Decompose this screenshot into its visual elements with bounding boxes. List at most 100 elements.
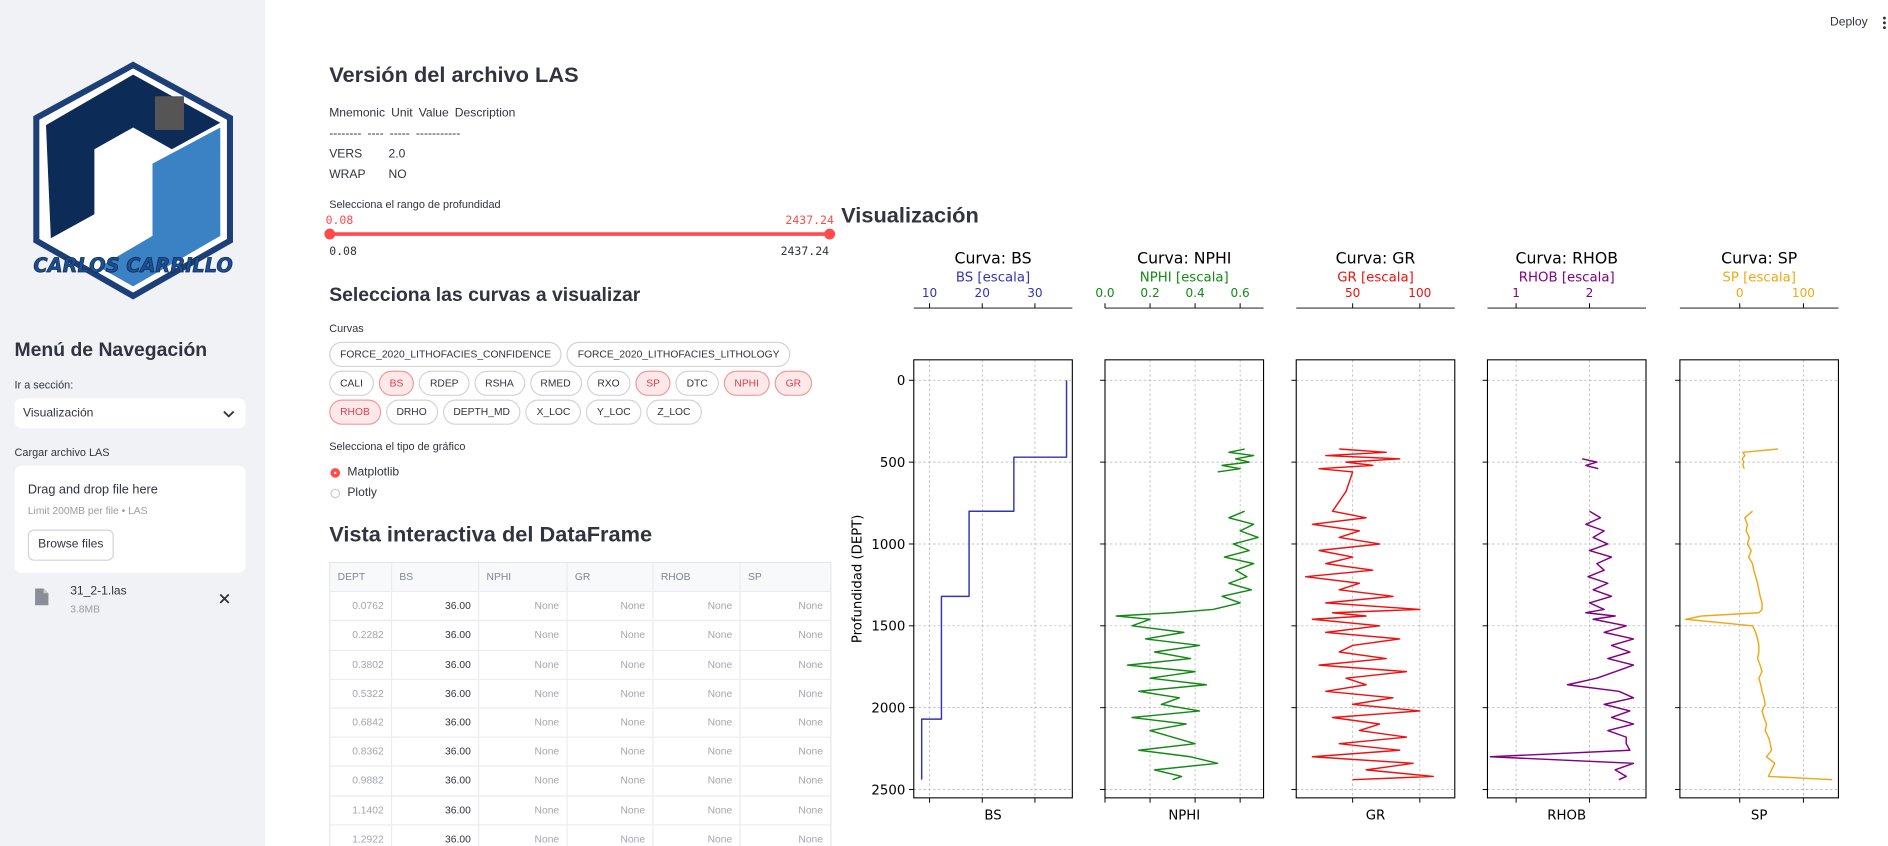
x-axis-label: NPHI [1168, 809, 1200, 824]
chart-title: Curva: GR [1336, 249, 1416, 268]
y-tick-label: 0 [897, 374, 905, 389]
table-cell: None [479, 825, 568, 846]
table-cell: None [798, 657, 824, 670]
version-cell: VERS [329, 148, 363, 162]
table-cell: None [479, 766, 568, 795]
table-cell: 1.1402 [330, 796, 393, 824]
table-cell: 1.2922 [330, 825, 393, 846]
curve-pill[interactable]: DTC [675, 370, 719, 396]
plot-type-option[interactable]: Plotly [330, 483, 399, 503]
viz-title: Visualización [841, 203, 979, 228]
curve-pill[interactable]: DRHO [385, 399, 438, 425]
slider-track[interactable] [329, 232, 830, 236]
version-row: WRAP NO [329, 165, 515, 185]
version-cell: 2.0 [388, 148, 406, 162]
table-cell: 0.2282 [330, 621, 393, 650]
top-axis-label: SP [escala] [1722, 271, 1796, 286]
top-tick-label: 50 [1345, 286, 1360, 300]
version-cell: Description [454, 107, 516, 121]
table-cell: None [568, 650, 654, 679]
curve-pill[interactable]: FORCE_2020_LITHOFACIES_CONFIDENCE [329, 341, 562, 368]
version-cell: Mnemonic [329, 107, 386, 121]
curve-pill[interactable]: CALI [329, 370, 374, 396]
x-axis-label: GR [1366, 809, 1386, 824]
table-cell: None [654, 796, 741, 824]
table-cell: None [798, 599, 824, 612]
browse-button[interactable]: Browse files [27, 529, 114, 561]
table-cell: None [479, 737, 568, 766]
section-select[interactable]: Visualización [14, 398, 246, 429]
table-cell: None [654, 766, 741, 795]
table-cell: 36.00 [392, 621, 480, 650]
curve-line [1304, 448, 1435, 781]
table-cell: None [479, 621, 568, 650]
slider-handle-low[interactable] [324, 228, 336, 240]
table-cell: 36.00 [392, 825, 480, 846]
top-tick-label: 10 [922, 286, 937, 300]
track-frame [1486, 359, 1647, 799]
top-axis-label: NPHI [escala] [1140, 271, 1229, 286]
table-cell: 36.00 [392, 708, 480, 737]
table-cell: 36.00 [392, 766, 480, 795]
curve-pill[interactable]: SP [635, 370, 671, 396]
curve-pill[interactable]: BS [378, 370, 415, 396]
curve-pill[interactable]: Y_LOC [586, 399, 642, 425]
table-row: 1.1402 36.00 None None None None [330, 796, 831, 826]
dataframe-title: Vista interactiva del DataFrame [329, 522, 653, 547]
version-cell: Unit [391, 107, 413, 121]
table-cell: None [654, 592, 741, 621]
version-row: -------- ---- ----- ----------- [329, 124, 515, 144]
y-tick-label: 2500 [871, 783, 905, 798]
curve-pill[interactable]: GR [774, 370, 812, 396]
table-cell: None [568, 796, 654, 824]
table-cell: 36.00 [392, 737, 480, 766]
plot-type-radios: Matplotlib Plotly [330, 462, 399, 503]
radio-dot [330, 467, 341, 478]
table-cell: None [568, 621, 654, 650]
table-cell: 36.00 [392, 650, 480, 679]
table-cell: 0.8362 [330, 737, 393, 766]
menu-button[interactable] [1882, 16, 1887, 30]
remove-file[interactable] [219, 593, 230, 604]
curve-pill[interactable]: RSHA [474, 370, 525, 396]
curve-pill[interactable]: X_LOC [525, 399, 582, 425]
curve-pill[interactable]: DEPTH_MD [442, 399, 521, 425]
version-cell: -------- [329, 127, 362, 141]
table-row: 0.3802 36.00 None None None None [330, 650, 831, 680]
table-cell: None [654, 737, 741, 766]
dataframe-table: DEPT BS NPHI GR RHOB SP 0.0762 36.00 None None Non… [329, 561, 832, 846]
table-row: 0.2282 36.00 None None None None [330, 621, 831, 651]
curve-line [920, 380, 1068, 780]
curve-pill[interactable]: RDEP [419, 370, 470, 396]
section-label: Ir a sección: [14, 379, 74, 392]
curve-pill[interactable]: Z_LOC [646, 399, 702, 425]
x-axis-label: SP [1751, 809, 1767, 824]
deploy-button[interactable]: Deploy [1829, 15, 1868, 29]
curve-pill[interactable]: RMED [529, 370, 582, 396]
table-cell: 0.6842 [330, 708, 393, 737]
slider-max: 2437.24 [780, 245, 830, 259]
curve-pill[interactable]: NPHI [723, 370, 770, 396]
table-cell: None [568, 592, 654, 621]
track-frame [913, 359, 1073, 799]
curve-pill[interactable]: RXO [586, 370, 631, 396]
table-row: 0.6842 36.00 None None None None [330, 708, 831, 738]
table-cell: 0.0762 [330, 592, 393, 621]
x-axis-label: RHOB [1547, 809, 1586, 824]
dropzone[interactable]: Drag and drop file here Limit 200MB per … [14, 465, 246, 573]
column-header: BS [392, 563, 480, 592]
y-tick-label: 2000 [871, 702, 905, 717]
curve-pill[interactable]: FORCE_2020_LITHOFACIES_LITHOLOGY [566, 341, 791, 368]
top-tick-label: 0.4 [1185, 286, 1204, 300]
slider-value-high: 2437.24 [785, 214, 834, 228]
table-cell: 36.00 [392, 796, 480, 824]
table-row: 0.0762 36.00 None None None None [330, 592, 831, 622]
top-axis-label: RHOB [escala] [1519, 271, 1615, 286]
slider-handle-high[interactable] [824, 228, 836, 240]
plot-type-option[interactable]: Matplotlib [330, 462, 399, 482]
curve-pill[interactable]: RHOB [329, 399, 381, 425]
table-cell: None [568, 825, 654, 846]
logo: CARLOS CARRILLO [33, 61, 233, 300]
version-cell: ----- [389, 127, 410, 141]
column-header: DEPT [330, 563, 393, 592]
